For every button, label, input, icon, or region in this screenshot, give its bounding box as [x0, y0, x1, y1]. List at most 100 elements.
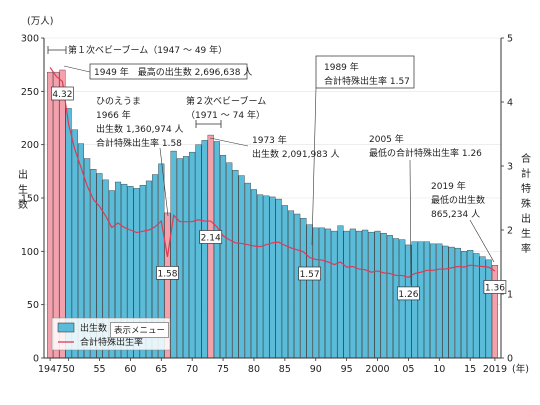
- tfr-line: [49, 67, 496, 279]
- annotation-boom2-line2: （1971 ～ 74 年）: [186, 109, 265, 121]
- bar-1990: [312, 227, 319, 359]
- display-menu-tooltip[interactable]: 表示メニュー: [110, 322, 170, 338]
- bar-1976: [226, 162, 233, 359]
- y-tick-label: 50: [27, 300, 39, 311]
- legend-line-label: 合計特殊出生率: [80, 336, 143, 348]
- bar-2012: [448, 246, 455, 359]
- x-tick-label: 55: [93, 364, 105, 375]
- annotation-2019-line3: 865,234 人: [431, 209, 480, 220]
- bar-1980: [250, 189, 257, 359]
- annotation-hinoe: ひのえうま 1966 年 出生数 1,360,974 人 合計特殊出生率 1.5…: [96, 96, 184, 217]
- tfr-label-1966: 1.58: [157, 269, 177, 279]
- bar-1982: [263, 195, 270, 359]
- tfr-label-box-1973: [199, 230, 223, 244]
- bar-1981: [257, 194, 264, 359]
- annotation-2005-line1: 2005 年: [369, 133, 404, 145]
- bar-2016: [473, 253, 480, 359]
- bar-series: [47, 69, 498, 359]
- bar-1967: [170, 150, 177, 359]
- x-tick-label: 95: [341, 364, 353, 375]
- x-tick-label: 65: [155, 364, 167, 375]
- x-tick-label: 1947: [38, 364, 62, 375]
- x-tick-label: 70: [186, 364, 198, 375]
- bar-2009: [430, 243, 437, 359]
- x-tick-label: 90: [310, 364, 322, 375]
- tfr-label-2019: 1.36: [485, 284, 505, 294]
- tfr-label-box-1949: [51, 86, 74, 101]
- bar-1991: [318, 227, 325, 359]
- tfr-label-box-2005: [397, 286, 420, 301]
- x-tick-label: 05: [402, 364, 414, 375]
- annotation-max1949-text: 1949 年 最高の出生数 2,696,638 人: [94, 66, 252, 78]
- y2-tick-label: 3: [507, 162, 513, 173]
- annotation-hinoe-line4: 合計特殊出生率 1.58: [96, 137, 182, 149]
- y-tick-label: 250: [21, 87, 39, 98]
- bar-1985: [281, 205, 288, 359]
- bar-1987: [294, 213, 301, 359]
- tfr-line-series: [49, 67, 496, 279]
- annotation-hinoe-line2: 1966 年: [96, 109, 131, 121]
- annotation-1989-line2: 合計特殊出生率 1.57: [324, 75, 410, 87]
- x-tick-label: 85: [279, 364, 291, 375]
- annotation-1973: 1973 年 出生数 2,091,983 人: [209, 134, 340, 160]
- bar-2002: [386, 235, 393, 359]
- bar-1971: [195, 144, 202, 359]
- tfr-label-box-1989: [298, 266, 321, 281]
- annotation-hinoe-line1: ひのえうま: [96, 96, 141, 107]
- x-tick-label: 50: [63, 364, 75, 375]
- bar-2000: [374, 230, 381, 359]
- annotation-2019-line1: 2019 年: [431, 180, 466, 192]
- x-tick-label: 2000: [365, 364, 389, 375]
- tfr-label-1989: 1.57: [300, 270, 320, 280]
- legend-bar-label: 出生数: [80, 322, 107, 334]
- bar-1970: [189, 151, 196, 359]
- annotation-boom1: 第１次ベビーブーム（1947 ～ 49 年）: [47, 44, 227, 56]
- bar-1969: [182, 156, 190, 359]
- bar-2010: [436, 243, 443, 359]
- bar-1988: [300, 218, 307, 359]
- annotation-2019-line2: 最低の出生数: [431, 194, 485, 206]
- annotation-boom1-text: 第１次ベビーブーム（1947 ～ 49 年）: [68, 44, 227, 56]
- bar-2019: [491, 265, 498, 359]
- bar-2005: [405, 244, 412, 359]
- y-tick-label: 100: [21, 247, 39, 258]
- annotation-2019: 2019 年 最低の出生数 865,234 人: [431, 180, 495, 263]
- annotation-hinoe-line3: 出生数 1,360,974 人: [96, 123, 184, 135]
- annotation-max1949: 1949 年 最高の出生数 2,696,638 人: [63, 63, 252, 80]
- annotation-1989-line1: 1989 年: [324, 61, 359, 73]
- y-tick-label: 200: [21, 140, 39, 151]
- x-tick-label: 80: [248, 364, 260, 375]
- bar-1993: [331, 230, 338, 359]
- bar-1949: [59, 69, 66, 359]
- bar-1999: [368, 231, 375, 359]
- annotation-1973-line2: 出生数 2,091,983 人: [252, 148, 340, 160]
- tfr-label-2005: 1.26: [398, 290, 418, 300]
- bar-2011: [442, 245, 449, 359]
- x-tick-label: 2019: [483, 364, 507, 375]
- bar-1974: [213, 141, 220, 359]
- tfr-label-1949: 4.32: [52, 90, 72, 100]
- tfr-label-1973: 2.14: [201, 234, 221, 244]
- y-axis-ticks: 0 50 100 150 200 250 300: [21, 34, 44, 365]
- annotation-2005-line2: 最低の合計特殊出生率 1.26: [369, 147, 482, 159]
- x-tick-label: 60: [124, 364, 136, 375]
- x-tick-label: 10: [433, 364, 445, 375]
- bar-1994: [337, 225, 344, 359]
- y2-axis-ticks: 0 1 2 3 4 5: [501, 34, 513, 365]
- annotation-1989: 1989 年 合計特殊出生率 1.57: [311, 55, 415, 246]
- bar-2013: [454, 247, 461, 359]
- bar-1977: [232, 170, 239, 359]
- bar-2017: [479, 256, 486, 359]
- legend-bar-swatch: [57, 322, 75, 333]
- x-tick-label: 75: [217, 364, 229, 375]
- bar-1986: [288, 210, 295, 359]
- x-tick-label: 15: [464, 364, 476, 375]
- bar-1983: [269, 196, 276, 359]
- bar-1978: [238, 175, 245, 359]
- bar-1992: [325, 228, 332, 359]
- bar-1968: [176, 158, 183, 359]
- y2-tick-label: 2: [507, 226, 513, 237]
- tfr-label-box-1966: [156, 266, 179, 280]
- bar-1973: [207, 134, 214, 359]
